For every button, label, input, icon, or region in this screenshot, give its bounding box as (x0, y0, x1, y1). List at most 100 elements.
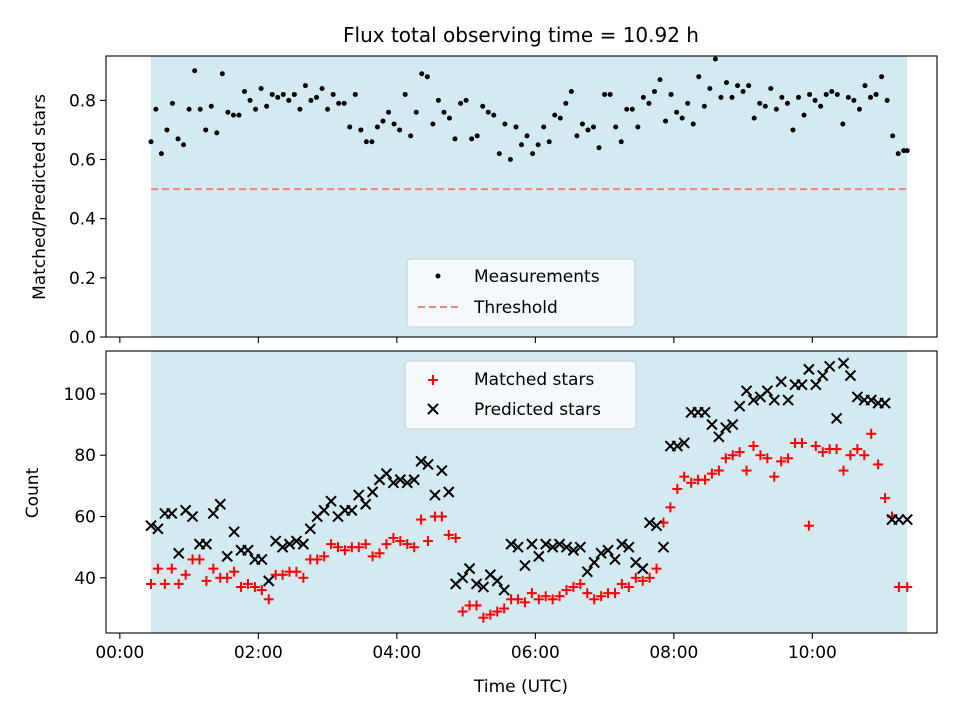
matched-star-point (582, 588, 593, 599)
matched-star-point (201, 575, 212, 586)
matched-star-point (540, 591, 551, 602)
matched-star-point (249, 582, 260, 593)
measurement-point (840, 121, 846, 127)
matched-star-point (166, 563, 177, 574)
predicted-star-point (318, 504, 330, 517)
measurement-point (591, 124, 597, 130)
predicted-star-point (879, 397, 891, 409)
measurement-point (352, 91, 358, 97)
predicted-star-point (214, 498, 226, 510)
measurement-point (153, 106, 159, 112)
legend-measurements-marker (435, 273, 441, 279)
predicted-star-point (650, 520, 663, 532)
matched-star-point (229, 566, 240, 577)
predicted-star-point (560, 541, 573, 553)
matched-star-point (222, 572, 233, 583)
predicted-star-point (207, 507, 220, 520)
predicted-star-point (893, 513, 905, 526)
predicted-star-point (470, 578, 483, 590)
predicted-star-point (546, 541, 559, 553)
y-tick-label: 80 (74, 446, 96, 466)
measurement-point (663, 118, 669, 124)
measurement-point (291, 91, 297, 97)
measurement-point (219, 71, 225, 77)
matched-star-point (672, 483, 683, 494)
measurement-point (873, 91, 879, 97)
predicted-star-point (865, 394, 877, 406)
measurement-point (203, 127, 209, 133)
y-tick-label: 0.2 (69, 269, 96, 289)
matched-star-point (902, 582, 913, 593)
measurement-point (192, 68, 198, 74)
count-panel-legend: Matched stars Predicted stars (404, 360, 637, 430)
matched-star-point (513, 594, 524, 605)
measurement-point (164, 127, 170, 133)
matched-star-point (651, 563, 662, 574)
measurement-point (336, 100, 342, 106)
measurement-point (485, 109, 491, 115)
predicted-star-point (387, 477, 400, 489)
matched-star-point (326, 539, 337, 550)
legend-measurements-label: Measurements (474, 267, 600, 287)
matched-star-point (339, 545, 350, 556)
measurement-point (158, 151, 164, 157)
measurement-point (319, 86, 325, 92)
predicted-star-point (498, 584, 510, 596)
matched-star-point (637, 575, 648, 586)
predicted-star-point (456, 572, 469, 584)
predicted-star-point (713, 431, 725, 443)
predicted-star-point (830, 412, 843, 425)
matched-star-point (173, 578, 184, 589)
matched-star-point (623, 582, 634, 593)
legend-threshold-label: Threshold (473, 298, 558, 318)
measurement-point (829, 88, 835, 94)
measurement-point (474, 133, 480, 139)
measurement-point (314, 94, 320, 100)
count-legend-box (404, 360, 637, 430)
measurement-point (507, 157, 513, 163)
matched-star-point (194, 554, 205, 565)
matched-star-point (630, 572, 641, 583)
measurement-point (253, 106, 259, 112)
measurement-point (579, 121, 585, 127)
measurement-point (904, 148, 910, 154)
predicted-star-point (463, 562, 476, 575)
measurement-point (818, 103, 824, 109)
measurement-point (419, 71, 425, 77)
predicted-star-point (173, 547, 185, 560)
measurement-point (408, 133, 414, 139)
matched-star-point (423, 536, 434, 547)
matched-star-point (242, 578, 253, 589)
matched-star-point (312, 554, 323, 565)
measurement-point (441, 109, 447, 115)
predicted-star-point (346, 504, 358, 517)
predicted-star-point (401, 477, 413, 489)
predicted-star-point (553, 538, 566, 550)
predicted-star-point (567, 544, 580, 556)
measurement-point (446, 115, 452, 121)
measurement-point (773, 106, 779, 112)
matched-star-point (686, 477, 697, 488)
matched-star-point (713, 465, 724, 476)
measurement-point (768, 86, 774, 92)
measurement-point (247, 97, 253, 103)
matched-star-point (381, 539, 392, 550)
measurement-point (469, 136, 475, 142)
predicted-star-point (519, 559, 531, 572)
matched-star-point (706, 468, 717, 479)
matched-star-point (873, 459, 884, 470)
measurement-point (197, 106, 203, 112)
measurement-point (341, 100, 347, 106)
measurement-point (358, 127, 364, 133)
predicted-star-point (325, 495, 337, 507)
measurement-point (701, 103, 707, 109)
predicted-star-point (636, 562, 649, 575)
measurement-point (148, 139, 154, 145)
measurement-point (784, 100, 790, 106)
measurement-point (391, 121, 397, 127)
measurement-point (790, 127, 796, 133)
measurement-point (851, 97, 857, 103)
matched-star-point (208, 563, 219, 574)
matched-star-point (146, 578, 157, 589)
measurement-point (463, 97, 469, 103)
